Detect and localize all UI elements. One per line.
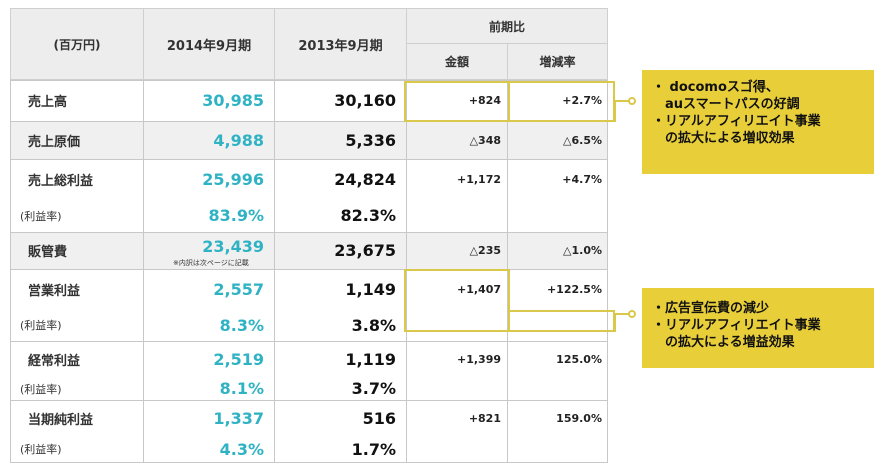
ordinary-margin-2013: 3.7%	[274, 377, 406, 400]
net-income-amount: +821	[406, 400, 507, 436]
row-label-operating-margin: (利益率)	[10, 309, 143, 341]
sga-note: ※内訳は次ページに記載	[173, 258, 249, 268]
callout-profit-drivers: ・広告宣伝費の減少 ・リアルアフィリエイト事業 の拡大による増益効果	[642, 288, 874, 368]
row-label-sga: 販管費	[10, 232, 143, 269]
cogs-2014: 4,988	[143, 121, 274, 159]
operating-profit-2013: 1,149	[274, 269, 406, 309]
callout-line: の拡大による増益効果	[652, 334, 864, 351]
net-margin-2013: 1.7%	[274, 436, 406, 462]
header-fy2014: 2014年9月期	[143, 8, 275, 80]
highlight-operating-margin-row	[508, 310, 615, 332]
callout-line: の拡大による増収効果	[652, 130, 864, 147]
callout-revenue-drivers: ・ docomoスゴ得、 auスマートパスの好調 ・リアルアフィリエイト事業 の…	[642, 70, 874, 174]
row-label-sales: 売上高	[10, 80, 143, 121]
sga-2013: 23,675	[274, 232, 406, 269]
ordinary-margin-2014: 8.1%	[143, 377, 274, 400]
connector-line	[614, 313, 616, 332]
callout-line: ・リアルアフィリエイト事業	[652, 317, 864, 334]
operating-margin-2014: 8.3%	[143, 309, 274, 341]
income-statement-table: (百万円) 2014年9月期 2013年9月期 前期比 金額 増減率 売上高 3…	[10, 8, 608, 463]
callout-line: auスマートパスの好調	[652, 96, 864, 113]
header-unit: (百万円)	[10, 8, 144, 80]
cogs-rate: △6.5%	[507, 121, 608, 159]
callout-line: ・リアルアフィリエイト事業	[652, 113, 864, 130]
net-income-2014: 1,337	[143, 400, 274, 436]
header-fy2013: 2013年9月期	[274, 8, 407, 80]
row-label-operating-profit: 営業利益	[10, 269, 143, 309]
ordinary-profit-2014: 2,519	[143, 341, 274, 377]
sales-2014: 30,985	[143, 80, 274, 121]
net-income-2013: 516	[274, 400, 406, 436]
row-label-gross-margin: (利益率)	[10, 199, 143, 232]
connector-dot	[628, 310, 636, 318]
callout-line: ・広告宣伝費の減少	[652, 300, 864, 317]
operating-profit-2014: 2,557	[143, 269, 274, 309]
net-income-rate: 159.0%	[507, 400, 608, 436]
highlight-sales-amount	[404, 81, 510, 122]
row-label-net-income: 当期純利益	[10, 400, 143, 436]
cogs-2013: 5,336	[274, 121, 406, 159]
row-label-gross-profit: 売上総利益	[10, 159, 143, 199]
sales-2013: 30,160	[274, 80, 406, 121]
operating-profit-rate: +122.5%	[507, 269, 608, 309]
cogs-amount: △348	[406, 121, 507, 159]
row-label-ordinary-margin: (利益率)	[10, 377, 143, 400]
gross-profit-2014: 25,996	[143, 159, 274, 199]
gross-margin-2013: 82.3%	[274, 199, 406, 232]
header-comparison: 前期比	[406, 8, 608, 44]
highlight-sales-rate	[508, 81, 615, 122]
gross-profit-2013: 24,824	[274, 159, 406, 199]
net-margin-2014: 4.3%	[143, 436, 274, 462]
row-label-net-margin: (利益率)	[10, 436, 143, 462]
connector-dot	[628, 97, 636, 105]
operating-margin-2013: 3.8%	[274, 309, 406, 341]
row-label-ordinary-profit: 経常利益	[10, 341, 143, 377]
highlight-operating-amount	[404, 269, 510, 332]
row-label-cogs: 売上原価	[10, 121, 143, 159]
gross-profit-amount: +1,172	[406, 159, 507, 199]
ordinary-profit-rate: 125.0%	[507, 341, 608, 377]
header-amount: 金額	[406, 43, 508, 80]
header-rate: 増減率	[507, 43, 608, 80]
ordinary-profit-2013: 1,119	[274, 341, 406, 377]
ordinary-profit-amount: +1,399	[406, 341, 507, 377]
sga-amount: △235	[406, 232, 507, 269]
sga-rate: △1.0%	[507, 232, 608, 269]
connector-line	[614, 100, 616, 122]
gross-profit-rate: +4.7%	[507, 159, 608, 199]
callout-line: ・ docomoスゴ得、	[652, 79, 864, 96]
